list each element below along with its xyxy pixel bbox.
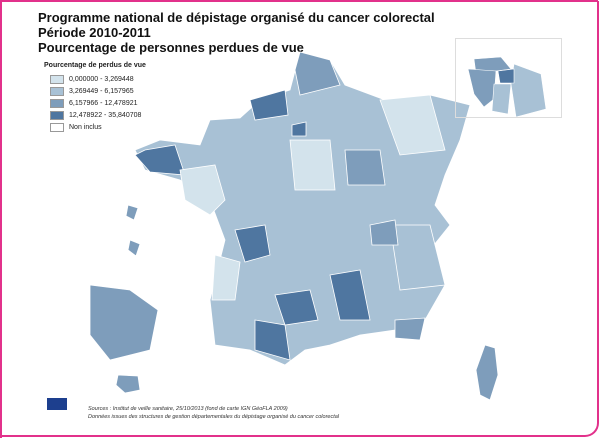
legend-label: 3,269449 - 6,157965 xyxy=(69,87,134,95)
corsica xyxy=(475,344,499,401)
reunion xyxy=(115,374,141,394)
legend-title: Pourcentage de perdus de vue xyxy=(44,62,146,69)
department-haute-garonne xyxy=(254,319,291,361)
legend-label: 6,157966 - 12,478921 xyxy=(69,99,138,107)
frame-border-left xyxy=(0,0,2,438)
title-line-1: Programme national de dépistage organisé… xyxy=(38,10,435,25)
department-tarn xyxy=(274,289,319,326)
department-seine-et-marne xyxy=(510,63,547,118)
region-alpes xyxy=(389,224,446,291)
department-var xyxy=(394,317,426,341)
sources-note: Sources : Institut de veille sanitaire, … xyxy=(88,405,339,421)
guyane xyxy=(89,284,159,361)
legend-swatch xyxy=(50,74,64,84)
region-centre xyxy=(289,139,336,191)
department-seine-maritime xyxy=(249,89,289,121)
legend-item: 3,269449 - 6,157965 xyxy=(50,85,146,97)
legend-swatch xyxy=(50,98,64,108)
department-gard xyxy=(329,269,371,321)
region-est xyxy=(379,94,446,156)
sources-line-1: Sources : Institut de veille sanitaire, … xyxy=(88,406,288,412)
legend-swatch xyxy=(50,122,64,132)
department-dordogne xyxy=(234,224,271,263)
department-paris-area xyxy=(291,121,307,137)
department-essonne xyxy=(491,83,512,115)
ile-de-france-map xyxy=(467,56,547,118)
legend-label: Non inclus xyxy=(69,123,102,131)
department-isere xyxy=(369,219,399,246)
department-landes xyxy=(211,254,241,301)
legend-swatch xyxy=(50,86,64,96)
legend-item: 12,478922 - 35,840708 xyxy=(50,109,146,121)
frame-border-top xyxy=(0,0,598,2)
department-cote-d-or xyxy=(344,149,386,186)
region-ouest xyxy=(179,164,226,216)
legend-item: 0,000000 - 3,269448 xyxy=(50,73,146,85)
legend-swatch xyxy=(50,110,64,120)
title-line-3: Pourcentage de personnes perdues de vue xyxy=(38,40,304,55)
guadeloupe xyxy=(125,204,139,221)
department-yvelines xyxy=(467,68,497,108)
legend-item: Non inclus xyxy=(50,121,146,133)
invs-logo xyxy=(47,398,67,410)
sources-line-2: Données issues des structures de gestion… xyxy=(88,414,340,420)
department-petite-couronne xyxy=(497,68,515,84)
martinique xyxy=(127,239,141,257)
legend-label: 0,000000 - 3,269448 xyxy=(69,75,134,83)
legend-label: 12,478922 - 35,840708 xyxy=(69,111,142,119)
department-bretagne-ouest xyxy=(134,144,186,176)
legend-item: 6,157966 - 12,478921 xyxy=(50,97,146,109)
legend: Pourcentage de perdus de vue 0,000000 - … xyxy=(44,62,146,133)
title-line-2: Période 2010-2011 xyxy=(38,25,151,40)
ile-de-france-inset xyxy=(455,38,562,118)
map-title: Programme national de dépistage organisé… xyxy=(38,10,435,55)
department-nord xyxy=(294,51,341,96)
